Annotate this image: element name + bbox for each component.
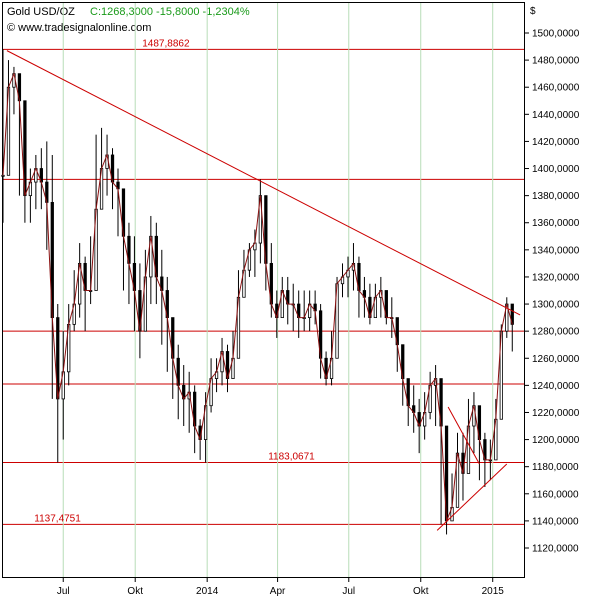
source-text: © www.tradesignalonline.com (7, 22, 151, 34)
trendline (447, 406, 480, 465)
y-tick-label: 1300,0000 (532, 300, 580, 311)
y-tick-label: 1500,0000 (532, 29, 580, 40)
x-tick-label: Jul (57, 586, 70, 597)
currency-label: $ (530, 6, 536, 17)
x-tick-label: Jul (342, 586, 355, 597)
y-tick-label: 1160,0000 (532, 489, 579, 500)
level-label: 1487,8862 (142, 38, 190, 49)
x-axis-ticks: Jul Okt 2014 Apr Jul Okt 2015 (57, 577, 504, 597)
y-tick-label: 1440,0000 (532, 110, 580, 121)
y-tick-label: 1460,0000 (532, 83, 580, 94)
y-tick-label: 1340,0000 (532, 245, 580, 256)
y-tick-label: 1320,0000 (532, 272, 580, 283)
level-label: 1183,0671 (268, 452, 315, 463)
y-tick-label: 1400,0000 (532, 164, 580, 175)
x-tick-label: 2015 (482, 586, 505, 597)
y-tick-label: 1420,0000 (532, 137, 580, 148)
x-tick-label: Okt (413, 586, 429, 597)
trendlines (6, 50, 521, 531)
trendline (436, 463, 508, 531)
y-tick-label: 1180,0000 (532, 462, 579, 473)
x-tick-label: Okt (127, 586, 143, 597)
level-label: 1137,4751 (34, 513, 81, 524)
level-labels: 1487,8862 1183,0671 1137,4751 (34, 38, 315, 524)
chart-header: Gold USD/OZ C:1268,3000 -15,8000 -1,2304… (7, 6, 250, 34)
close-price-line (2, 71, 513, 522)
y-tick-label: 1140,0000 (532, 516, 579, 527)
instrument-name: Gold USD/OZ (7, 6, 75, 18)
y-tick-label: 1240,0000 (532, 381, 580, 392)
y-tick-label: 1360,0000 (532, 218, 580, 229)
y-tick-label: 1220,0000 (532, 408, 580, 419)
trendline (6, 50, 521, 316)
price-candle (1, 49, 5, 223)
y-tick-label: 1380,0000 (532, 191, 580, 202)
quote-text: C:1268,3000 -15,8000 -1,2304% (90, 6, 250, 18)
y-tick-label: 1120,0000 (532, 544, 579, 555)
y-axis-ticks: 1500,0000 1480,0000 1460,0000 1440,0000 1420… (524, 29, 580, 555)
y-tick-label: 1480,0000 (532, 56, 580, 67)
y-tick-label: 1200,0000 (532, 435, 580, 446)
y-tick-label: 1280,0000 (532, 327, 580, 338)
price-candles (1, 49, 514, 535)
horizontal-levels (3, 48, 524, 525)
y-tick-label: 1260,0000 (532, 354, 580, 365)
x-tick-label: Apr (270, 586, 286, 597)
x-tick-label: 2014 (196, 586, 219, 597)
candle-body (1, 174, 5, 177)
x-tick-gridlines (62, 3, 494, 577)
